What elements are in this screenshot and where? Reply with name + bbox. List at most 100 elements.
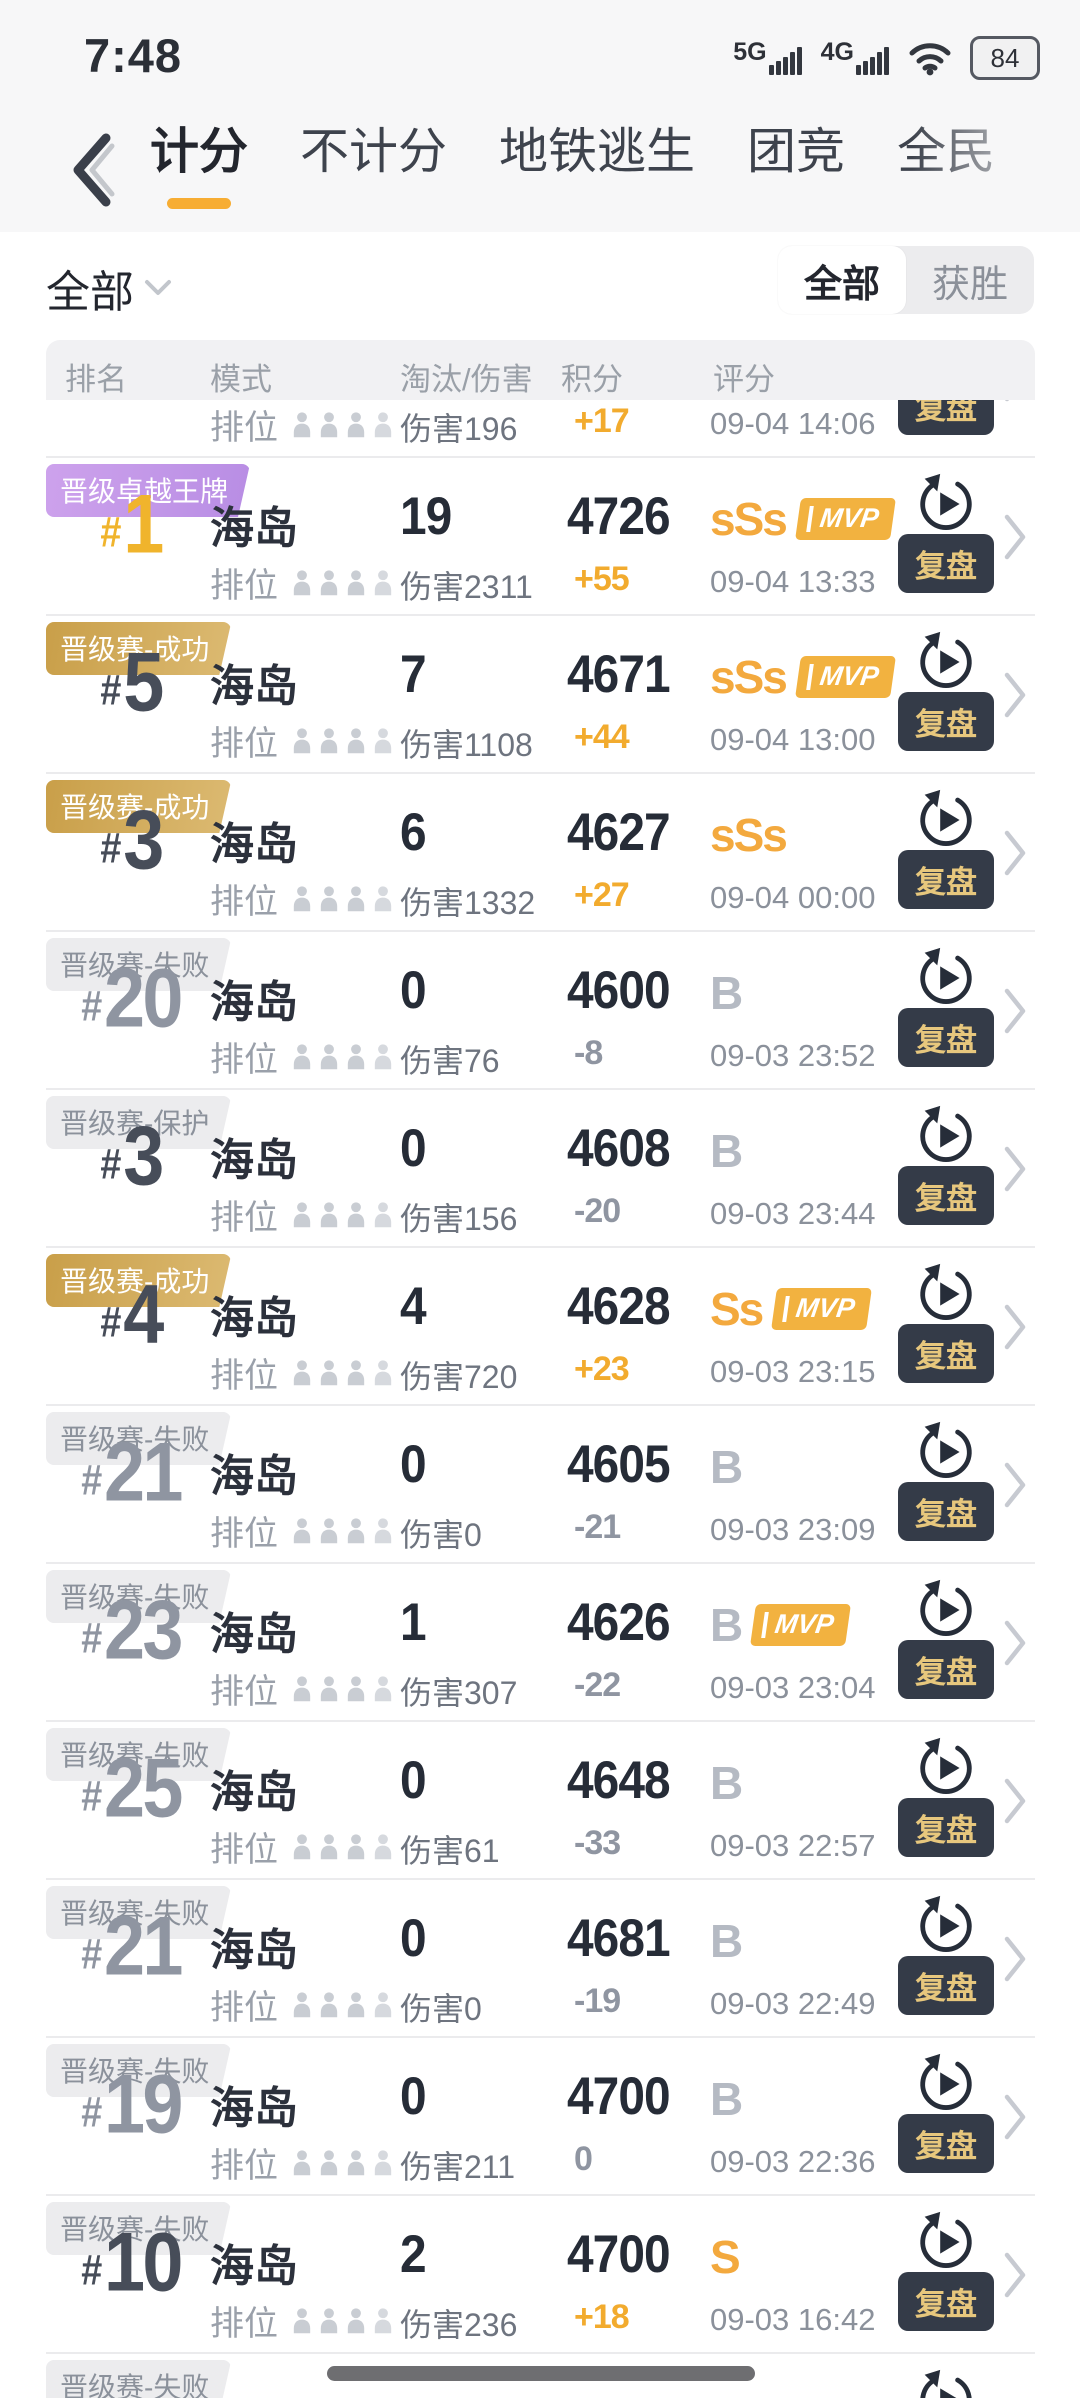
damage-value: 伤害211 <box>400 2149 516 2185</box>
chevron-right-icon[interactable] <box>1004 830 1026 876</box>
signal-bars-icon <box>856 46 889 75</box>
match-row[interactable]: 晋级赛-成功 #3 海岛 排位 6 伤害1332 4627 +27 <box>46 774 1035 930</box>
promotion-badge: 晋级赛-失败 <box>46 1886 231 1939</box>
replay-button[interactable]: 复盘 <box>866 2050 1026 2182</box>
points-value: 4600 <box>567 961 671 1021</box>
match-row[interactable]: 晋级卓越王牌 #1 海岛 排位 19 伤害2311 4726 +55 <box>46 458 1035 614</box>
match-row[interactable]: 晋级赛-保护 #3 海岛 排位 0 伤害156 4608 -20 <box>46 1090 1035 1246</box>
home-indicator[interactable] <box>327 2366 755 2381</box>
match-row[interactable]: 晋级赛-失败 #20 海岛 排位 0 伤害76 4600 -8 <box>46 932 1035 1088</box>
rank-number: 1 <box>123 478 164 571</box>
tab-team-battle[interactable]: 团竞 <box>747 125 846 179</box>
squad-size-icons <box>292 569 393 596</box>
match-date: 09-03 16:42 <box>710 2302 876 2337</box>
mode-sub: 排位 <box>210 1190 393 1239</box>
chevron-right-icon[interactable] <box>1004 1462 1026 1508</box>
match-row[interactable]: 晋级赛-失败 #21 海岛 排位 0 伤害0 4605 -21 <box>46 1406 1035 1562</box>
segment-wins[interactable]: 获胜 <box>931 263 1008 306</box>
status-bar: 7:48 5G 4G <box>0 0 1080 110</box>
rank: #19 <box>55 2063 208 2147</box>
person-icon <box>374 2308 392 2334</box>
person-icon <box>374 886 392 912</box>
ranked-label: 排位 <box>210 1673 278 1711</box>
chevron-right-icon[interactable] <box>1004 988 1026 1034</box>
replay-button[interactable]: 复盘 <box>866 1102 1026 1234</box>
squad-size-icons <box>292 2149 393 2176</box>
chevron-right-icon[interactable] <box>1004 514 1026 560</box>
person-icon <box>293 412 311 438</box>
rank-hash: # <box>81 1771 103 1820</box>
chevron-right-icon[interactable] <box>1004 1304 1026 1350</box>
match-row[interactable]: 晋级赛-失败 MVP <box>46 2354 1035 2398</box>
mode-filter-dropdown[interactable]: 全部 <box>46 256 172 320</box>
rank-hash: # <box>81 1455 103 1504</box>
rank: #3 <box>55 799 208 883</box>
segment-all[interactable]: 全部 <box>778 246 906 314</box>
points-delta: +23 <box>574 1350 630 1388</box>
match-row[interactable]: 晋级赛-失败 #19 海岛 排位 0 伤害211 4700 0 <box>46 2038 1035 2194</box>
replay-button[interactable]: 复盘 <box>866 470 1026 602</box>
match-row-wrap: 晋级赛-失败 #21 海岛 排位 0 伤害0 4605 -21 <box>46 1404 1035 1562</box>
header-rating: 评分 <box>713 362 775 397</box>
match-row[interactable]: 晋级赛-失败 #25 海岛 排位 0 伤害61 4648 -33 <box>46 1722 1035 1878</box>
person-icon <box>374 412 392 438</box>
ranked-label: 排位 <box>210 1357 278 1395</box>
chevron-right-icon[interactable] <box>1004 2094 1026 2140</box>
person-icon <box>347 1834 365 1860</box>
chevron-right-icon[interactable] <box>1004 1936 1026 1982</box>
chevron-right-icon[interactable] <box>1004 1146 1026 1192</box>
tab-all-players[interactable]: 全民 <box>897 125 996 179</box>
person-icon <box>293 886 311 912</box>
match-row[interactable]: 晋级赛-失败 #10 海岛 排位 2 伤害236 4700 +18 <box>46 2196 1035 2352</box>
points-delta: -22 <box>574 1666 621 1704</box>
replay-label: 复盘 <box>898 2114 994 2173</box>
battery-icon: 84 <box>970 36 1040 80</box>
replay-button[interactable]: 复盘 <box>866 400 1026 444</box>
replay-button[interactable]: 复盘 <box>866 628 1026 760</box>
replay-button[interactable]: 复盘 <box>866 2208 1026 2340</box>
chevron-right-icon[interactable] <box>1004 1620 1026 1666</box>
chevron-right-icon[interactable] <box>1004 1778 1026 1824</box>
replay-button[interactable]: 复盘 <box>866 1418 1026 1550</box>
chevron-right-icon[interactable] <box>1004 672 1026 718</box>
chevron-right-icon[interactable] <box>1004 2252 1026 2298</box>
kills-value: 0 <box>400 961 427 1021</box>
rank: #3 <box>55 1115 208 1199</box>
chevron-right-icon[interactable] <box>1004 400 1026 402</box>
tab-metro-escape[interactable]: 地铁逃生 <box>499 125 696 179</box>
rank: #21 <box>55 1905 208 1989</box>
match-row[interactable]: 晋级赛-失败 #21 海岛 排位 0 伤害0 4681 -19 <box>46 1880 1035 2036</box>
match-row[interactable]: 晋级赛-成功 #4 海岛 排位 4 伤害720 4628 +23 <box>46 1248 1035 1404</box>
replay-button[interactable] <box>866 2366 1026 2398</box>
replay-button[interactable]: 复盘 <box>866 1576 1026 1708</box>
back-icon[interactable] <box>62 130 122 210</box>
replay-button[interactable]: 复盘 <box>866 1734 1026 1866</box>
rank-hash: # <box>100 1297 122 1346</box>
rank-number: 25 <box>104 1742 183 1835</box>
match-date: 09-03 23:04 <box>710 1670 876 1705</box>
mode-name: 海岛 <box>210 662 298 711</box>
rank-number: 4 <box>123 1268 164 1361</box>
mode-sub: 排位 <box>210 1664 393 1713</box>
tab-unscored[interactable]: 不计分 <box>300 125 448 179</box>
person-icon <box>347 1676 365 1702</box>
replay-button[interactable]: 复盘 <box>866 1892 1026 2024</box>
damage-value: 伤害307 <box>400 1675 518 1711</box>
match-row[interactable]: 晋级赛-成功 #5 海岛 排位 7 伤害1108 4671 +44 <box>46 616 1035 772</box>
mvp-badge: MVP <box>750 1604 851 1646</box>
replay-icon <box>920 1421 972 1478</box>
person-icon <box>347 2308 365 2334</box>
squad-size-icons <box>292 885 393 912</box>
rank-number: 19 <box>104 2058 183 2151</box>
tab-navigation: 计分 不计分 地铁逃生 团竞 全民 <box>0 112 1080 230</box>
replay-button[interactable]: 复盘 <box>866 944 1026 1076</box>
replay-button[interactable]: 复盘 <box>866 786 1026 918</box>
mode-name: 海岛 <box>210 1610 298 1659</box>
tab-scored[interactable]: 计分 <box>150 112 248 209</box>
person-icon <box>320 1202 338 1228</box>
rank-number: 10 <box>104 2216 183 2309</box>
damage-value: 伤害720 <box>400 1359 518 1395</box>
match-row[interactable]: #16 排位 伤害196 +17 MVP <box>46 400 1035 456</box>
match-row[interactable]: 晋级赛-失败 #23 海岛 排位 1 伤害307 4626 -22 <box>46 1564 1035 1720</box>
replay-button[interactable]: 复盘 <box>866 1260 1026 1392</box>
